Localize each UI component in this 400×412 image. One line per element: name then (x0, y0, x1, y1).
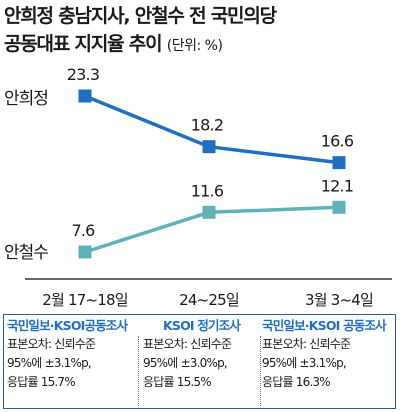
data-point (78, 89, 92, 103)
source-line: 95%에 ±3.1%p, (7, 356, 92, 370)
data-point (202, 205, 216, 219)
data-point (332, 156, 346, 170)
data-label: 11.6 (191, 181, 224, 200)
source-box (3, 314, 396, 409)
chart-title: 안희정 충남지사, 안철수 전 국민의당 공동대표 지지율 추이 (단위: %) (4, 2, 277, 60)
title-line-1: 안희정 충남지사, 안철수 전 국민의당 (4, 5, 277, 27)
source-line: 표본오차: 신뢰수준 (262, 337, 351, 351)
source-agency: KSOI 정기조사 (163, 318, 241, 333)
data-label: 16.6 (321, 132, 354, 151)
unit-label: (단위: %) (166, 38, 223, 54)
data-label: 18.2 (191, 116, 223, 135)
data-label: 12.1 (321, 176, 353, 195)
title-line-2: 공동대표 지지율 추이 (4, 33, 163, 55)
source-agency: 국민일보·KSOI공동조사 (7, 318, 128, 333)
x-tick-label: 3월 3~4일 (305, 291, 373, 309)
data-label: 23.3 (67, 65, 99, 84)
source-divider (260, 336, 262, 406)
source-line: 응답률 15.7% (7, 375, 76, 389)
source-line: 응답률 15.5% (143, 375, 212, 389)
source-column-3: 국민일보·KSOI 공동조사 표본오차: 신뢰수준 95%에 ±3.1%p, 응… (262, 316, 387, 392)
source-line: 95%에 ±3.1%p, (262, 356, 347, 370)
data-point (332, 200, 346, 214)
source-line: 95%에 ±3.0%p, (143, 356, 228, 370)
source-agency: 국민일보·KSOI 공동조사 (262, 318, 387, 333)
source-line: 표본오차: 신뢰수준 (143, 337, 232, 351)
data-point (202, 140, 216, 154)
source-divider (138, 336, 140, 406)
series-label: 안철수 (4, 243, 48, 263)
x-tick-label: 24~25일 (179, 291, 239, 309)
line-chart: 2월 17~18일 24~25일 3월 3~4일 23.3 18.2 16.6 안희정 7.6… (4, 65, 392, 309)
source-column-1: 국민일보·KSOI공동조사 표본오차: 신뢰수준 95%에 ±3.1%p, 응답… (7, 316, 128, 392)
series-label: 안희정 (4, 89, 48, 109)
source-line: 응답률 16.3% (262, 375, 331, 389)
data-label: 7.6 (71, 221, 95, 240)
source-column-2: KSOI 정기조사 표본오차: 신뢰수준 95%에 ±3.0%p, 응답률 15… (143, 316, 241, 392)
x-tick-label: 2월 17~18일 (42, 291, 127, 309)
source-line: 표본오차: 신뢰수준 (7, 337, 96, 351)
data-point (78, 245, 92, 259)
